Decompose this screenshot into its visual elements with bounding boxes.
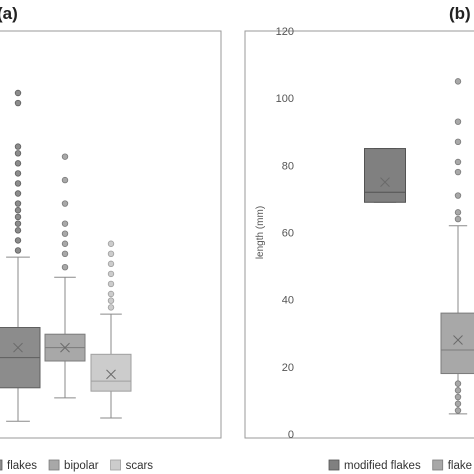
panel-b-ytick-label-6: 120 xyxy=(276,26,294,38)
panel-a-legend-scars-swatch xyxy=(110,459,121,471)
panel-a-flakes-outlier-0 xyxy=(14,247,22,254)
panel-a-flakes-outlier-5 xyxy=(14,207,22,214)
panel-b-flake-outlier-8 xyxy=(454,168,462,176)
panel-a-flakes-outlier-7 xyxy=(14,190,22,197)
panel-a-flakes-outlier-2 xyxy=(14,227,22,234)
panel-a-bipolar-outlier-5 xyxy=(61,200,69,207)
panel-a-flakes-outlier-11 xyxy=(14,150,22,157)
panel-b-flake-outlier-10 xyxy=(454,138,462,146)
panel-b-legend-flake-swatch xyxy=(432,459,444,471)
panel-a-flakes-outlier-12 xyxy=(14,143,22,150)
panel-b-ytick-label-3: 60 xyxy=(282,228,294,240)
panel-a-scars-outlier-5 xyxy=(107,260,115,268)
panel-a-bipolar-outlier-0 xyxy=(61,264,69,271)
panel-b-flake-outlier-11 xyxy=(454,118,462,125)
panel-a-legend-flakes-swatch xyxy=(0,459,3,471)
panel-b-legend-modified-flakes-swatch xyxy=(328,459,340,471)
panel-a-scars-outlier-4 xyxy=(107,270,115,278)
panel-b-frame xyxy=(244,30,474,439)
panel-a-bipolar-outlier-7 xyxy=(61,153,69,160)
panel-a-scars-mean-marker-b xyxy=(106,369,116,380)
panel-a-bipolar-outlier-4 xyxy=(61,220,69,227)
panel-a-legend-flakes-label: flakes xyxy=(7,460,37,472)
panel-a-legend-bipolar-label: bipolar xyxy=(64,460,99,472)
panel-a-flakes-outlier-13 xyxy=(14,99,22,107)
panel-b-flake-outlier-6 xyxy=(454,209,462,216)
panel-a-scars-box xyxy=(90,353,132,392)
panel-b-flake-outlier-7 xyxy=(454,192,462,199)
panel-a-plot: flakes bipolar scars xyxy=(0,89,154,472)
panel-a-flakes-outlier-9 xyxy=(14,170,22,177)
panel-b-flake-outlier-12 xyxy=(454,78,462,85)
panel-b-flake-mean-marker-b xyxy=(453,335,463,345)
panel-b-plot: 0 20 40 60 80 100 120 length (mm) modified flake… xyxy=(255,26,474,472)
panel-b-flake-outlier-5 xyxy=(454,215,462,223)
panel-b-ytick-label-0: 0 xyxy=(288,429,294,441)
panel-a-scars-outlier-1 xyxy=(107,297,115,304)
panel-a-frame xyxy=(0,30,222,439)
panel-a-scars-outlier-2 xyxy=(107,290,115,298)
panel-b-ylabel: length (mm) xyxy=(255,206,266,259)
panel-a-bipolar-outlier-1 xyxy=(61,250,69,257)
panel-b-ytick-label-4: 80 xyxy=(282,160,294,172)
panel-b-flake-outlier-9 xyxy=(454,158,462,166)
panel-a-bipolar-outlier-2 xyxy=(61,240,69,247)
panel-a-flakes-outlier-3 xyxy=(14,220,22,227)
panel-b-ytick-label-5: 100 xyxy=(276,93,294,105)
panel-b-ytick-label-1: 20 xyxy=(282,362,294,374)
panel-a-flakes-outlier-4 xyxy=(14,213,22,221)
panel-a-scars-outlier-7 xyxy=(107,240,115,247)
panel-a-scars-outlier-3 xyxy=(107,280,115,288)
panel-a-bipolar-mean-marker-b xyxy=(60,342,70,353)
panel-b-flake-outlier-0 xyxy=(454,407,462,414)
panel-a-flakes-outlier-6 xyxy=(14,200,22,207)
panel-a-legend-scars-label: scars xyxy=(126,460,154,472)
panel-a-label: (a) xyxy=(0,4,18,23)
panel-b-flake-outlier-4 xyxy=(454,380,462,387)
panel-b-flake-outlier-2 xyxy=(454,393,462,401)
panel-a-legend-bipolar-swatch xyxy=(48,459,60,471)
panel-a-flakes-outlier-1 xyxy=(14,237,22,244)
panel-b-modified-flakes-box xyxy=(364,148,406,203)
panel-b-legend-modified-flakes-label: modified flakes xyxy=(344,460,421,472)
panel-b-modified-flakes-mean-marker-b xyxy=(380,177,390,187)
panel-a-flakes-outlier-10 xyxy=(14,160,22,167)
panel-b-legend-flake-label: flake xyxy=(448,460,472,472)
panel-b-label: (b) xyxy=(449,4,471,23)
panel-a-scars-outlier-6 xyxy=(107,250,115,257)
panel-a-bipolar-outlier-6 xyxy=(61,176,69,184)
panel-b-flake-outlier-3 xyxy=(454,387,462,394)
panel-a-scars-outlier-0 xyxy=(107,304,115,311)
panel-a-flakes-outlier-14 xyxy=(14,89,22,97)
panel-a-flakes-mean-marker-b xyxy=(13,342,23,353)
panel-b-flake-box xyxy=(440,312,474,375)
panel-a-bipolar-outlier-3 xyxy=(61,230,69,237)
panel-b-ytick-label-2: 40 xyxy=(282,295,294,307)
panel-b-flake-outlier-1 xyxy=(454,400,462,407)
panel-a-flakes-outlier-8 xyxy=(14,180,22,187)
